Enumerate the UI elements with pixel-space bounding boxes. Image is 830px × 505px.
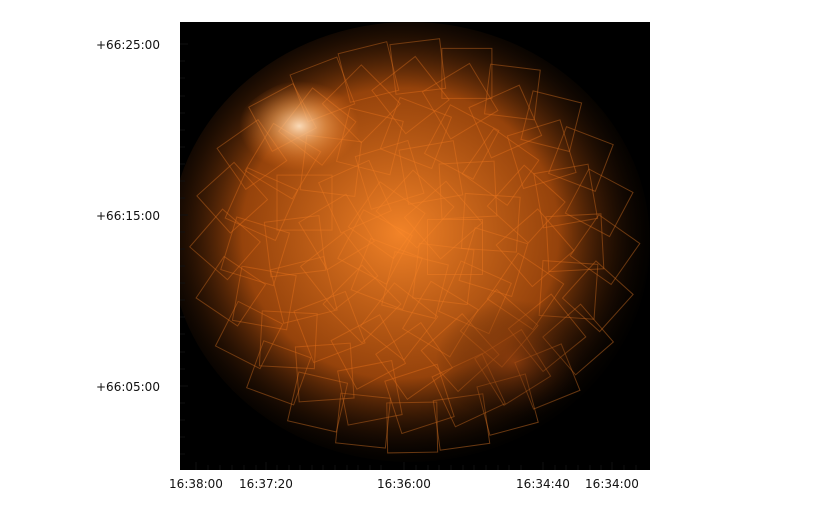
coverage-map-canvas [180,22,650,470]
x-tick-label: 16:34:40 [516,477,570,491]
x-tick-label: 16:37:20 [239,477,293,491]
y-tick-label: +66:15:00 [96,209,160,223]
bright-region [220,72,460,252]
y-tick-label: +66:05:00 [96,380,160,394]
x-tick-label: 16:36:00 [377,477,431,491]
x-tick-label: 16:34:00 [585,477,639,491]
y-tick-label: +66:25:00 [96,38,160,52]
coverage-map-image [180,22,650,470]
x-tick-label: 16:38:00 [169,477,223,491]
shadow-region [340,212,620,432]
